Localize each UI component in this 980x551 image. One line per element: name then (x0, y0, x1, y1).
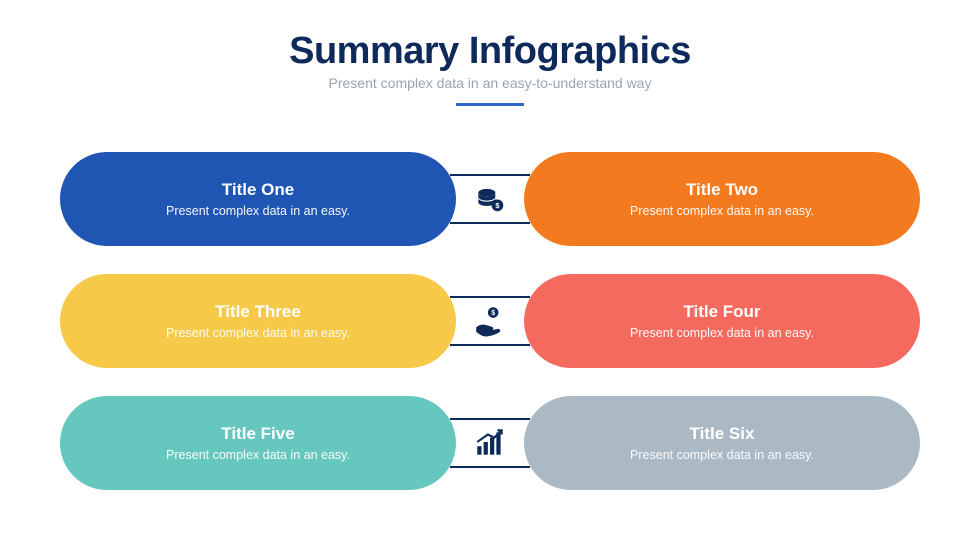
pill-title-six: Title Six Present complex data in an eas… (524, 396, 920, 490)
pill-desc: Present complex data in an easy. (630, 204, 814, 218)
pill-desc: Present complex data in an easy. (630, 326, 814, 340)
bar-growth-icon (470, 423, 510, 463)
pill-title: Title Six (690, 424, 755, 444)
coins-dollar-icon: $ (470, 179, 510, 219)
slide-canvas: Summary Infographics Present complex dat… (0, 0, 980, 551)
subtitle: Present complex data in an easy-to-under… (0, 75, 980, 91)
info-row: Title Three Present complex data in an e… (60, 274, 920, 368)
pill-desc: Present complex data in an easy. (166, 448, 350, 462)
pill-title: Title Four (683, 302, 760, 322)
hand-coin-icon: $ (470, 301, 510, 341)
pill-desc: Present complex data in an easy. (166, 204, 350, 218)
pill-title-two: Title Two Present complex data in an eas… (524, 152, 920, 246)
slide-header: Summary Infographics Present complex dat… (0, 0, 980, 106)
pill-title-five: Title Five Present complex data in an ea… (60, 396, 456, 490)
pill-desc: Present complex data in an easy. (630, 448, 814, 462)
info-row: Title One Present complex data in an eas… (60, 152, 920, 246)
pill-title: Title Two (686, 180, 758, 200)
pill-title-four: Title Four Present complex data in an ea… (524, 274, 920, 368)
pill-title: Title Three (215, 302, 301, 322)
pill-desc: Present complex data in an easy. (166, 326, 350, 340)
main-title: Summary Infographics (0, 30, 980, 73)
pill-title-three: Title Three Present complex data in an e… (60, 274, 456, 368)
title-underline (456, 103, 524, 106)
svg-text:$: $ (491, 310, 495, 317)
pill-title: Title One (222, 180, 294, 200)
info-row: Title Five Present complex data in an ea… (60, 396, 920, 490)
pill-title: Title Five (221, 424, 294, 444)
pill-title-one: Title One Present complex data in an eas… (60, 152, 456, 246)
rows-container: Title One Present complex data in an eas… (0, 152, 980, 490)
